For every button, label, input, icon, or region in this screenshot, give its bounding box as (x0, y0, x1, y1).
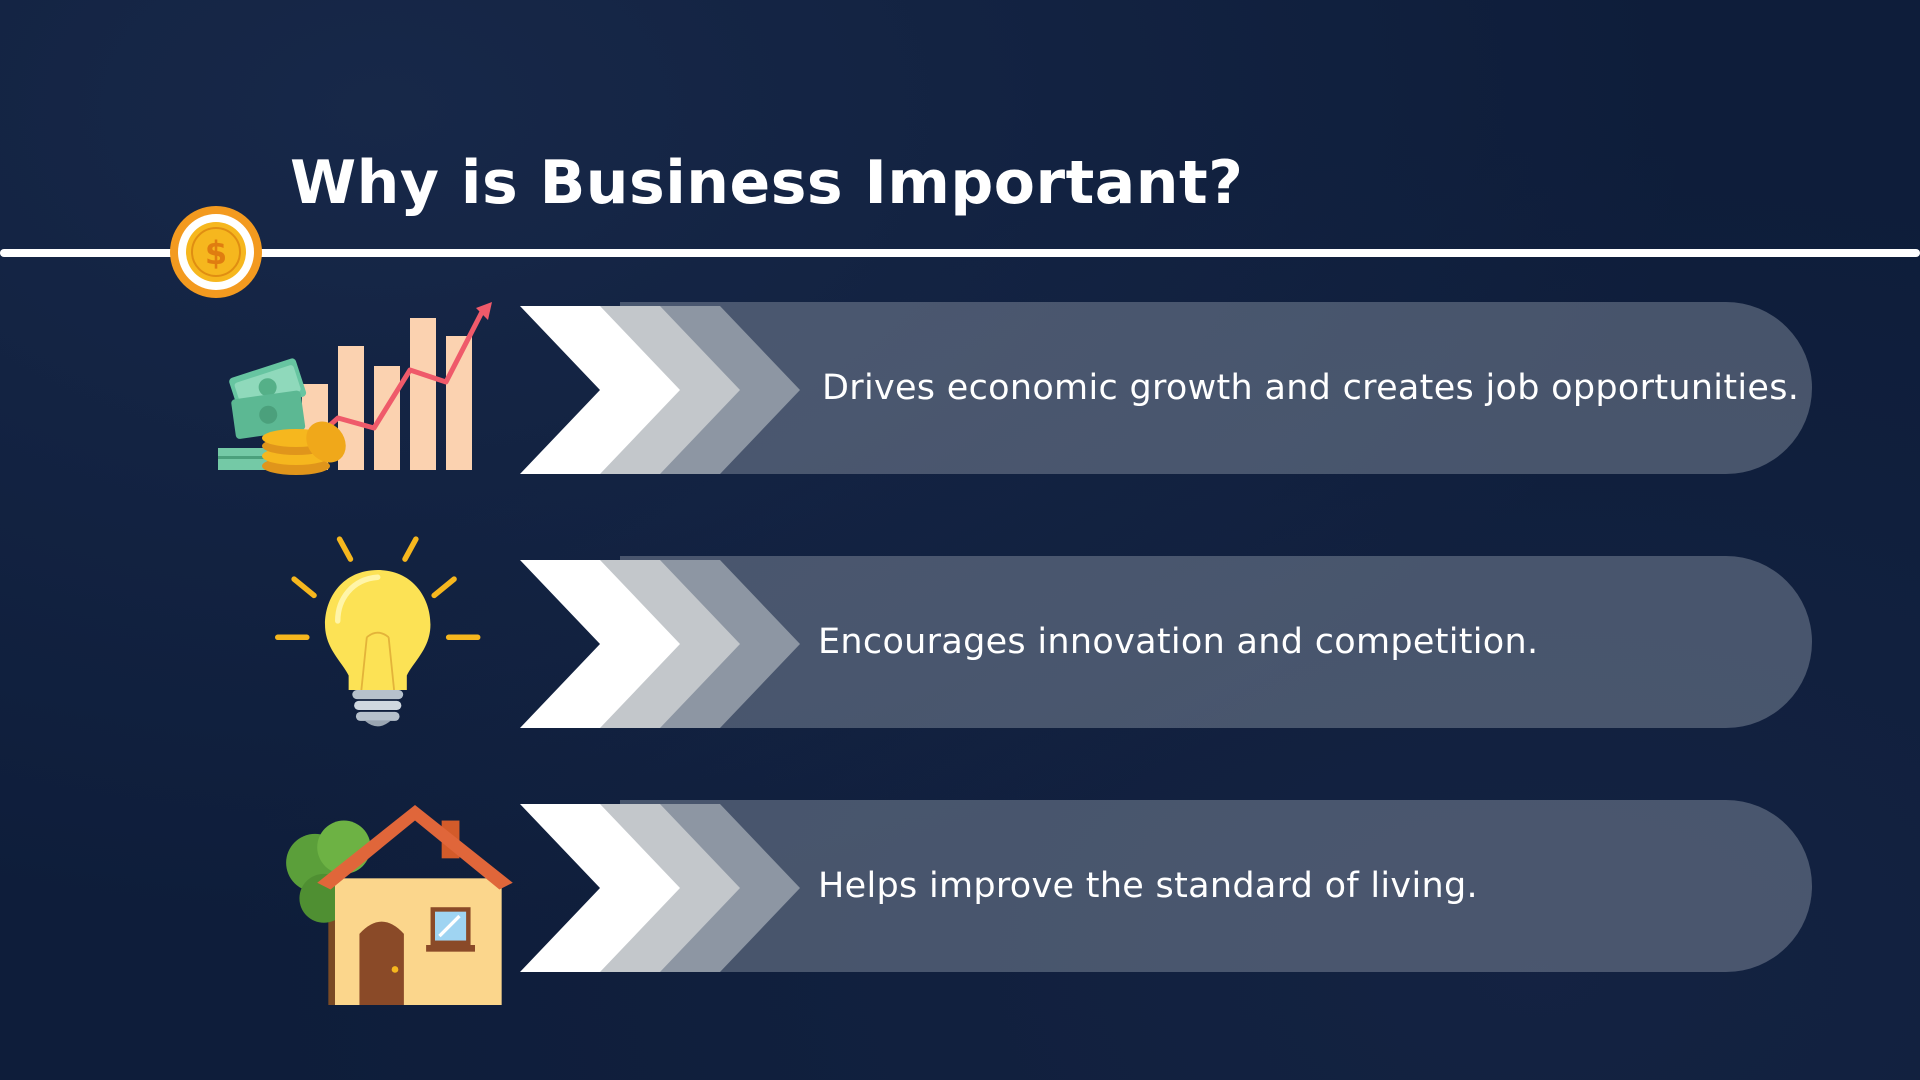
item-text: Drives economic growth and creates job o… (822, 368, 1800, 408)
house-icon (286, 805, 513, 1005)
light-bulb-icon (275, 536, 481, 727)
coin-symbol: $ (205, 234, 227, 272)
item-pill (620, 556, 1812, 728)
dollar-coin-icon: $ (170, 206, 262, 298)
item-pill (620, 302, 1812, 474)
item-text: Helps improve the standard of living. (818, 866, 1478, 906)
title-divider (0, 249, 1920, 257)
item-text: Encourages innovation and competition. (818, 622, 1539, 662)
list-item: Drives economic growth and creates job o… (0, 302, 1920, 478)
list-item: Helps improve the standard of living. (0, 800, 1920, 976)
growth-chart-icon (218, 302, 492, 475)
page-title: Why is Business Important? (290, 148, 1244, 218)
chevron-arrows-icon (520, 306, 800, 474)
item-pill (620, 800, 1812, 972)
list-item: Encourages innovation and competition. (0, 556, 1920, 732)
chevron-arrows-icon (520, 804, 800, 972)
chevron-arrows-icon (520, 560, 800, 728)
